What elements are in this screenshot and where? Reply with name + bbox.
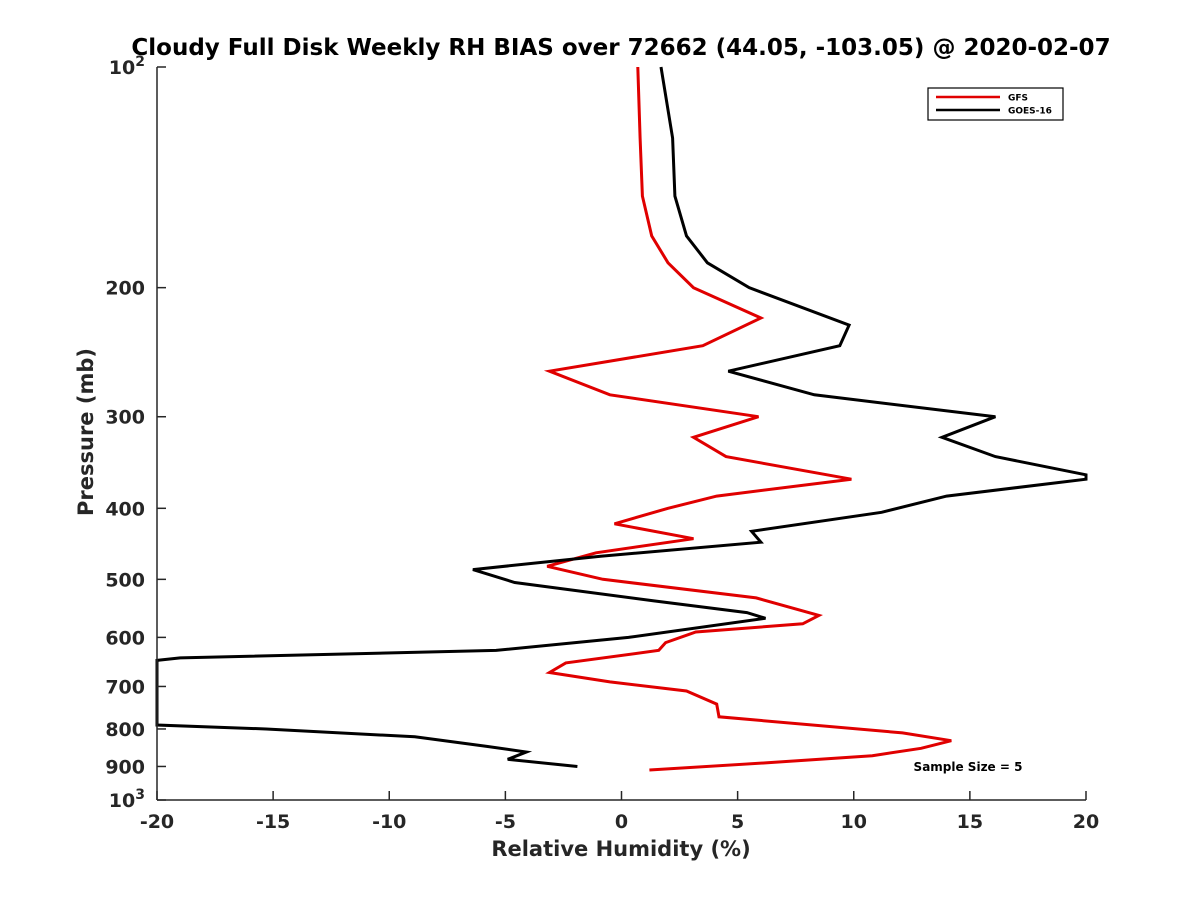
x-tick-label: 10 [841, 811, 867, 833]
x-tick-label: -5 [495, 811, 516, 833]
x-tick-label: -15 [256, 811, 290, 833]
y-tick-label: 700 [105, 676, 145, 698]
y-tick-label: 600 [105, 627, 145, 649]
y-tick-label: 103 [109, 787, 145, 812]
series-line-goes-16 [155, 66, 1088, 768]
x-tick-label: 0 [615, 811, 628, 833]
legend-label-gfs: GFS [1008, 94, 1028, 104]
legend-label-goes-16: GOES-16 [1008, 107, 1052, 117]
x-axis-label: Relative Humidity (%) [491, 837, 750, 861]
legend: GFS GOES-16 [927, 87, 1064, 121]
y-tick-label: 900 [105, 756, 145, 778]
x-tick-label: -10 [372, 811, 406, 833]
plot-area: -20 -15 -10 -5 0 5 10 15 20 102 200 300 400 500 600 700… [105, 54, 1099, 833]
y-tick-label: 300 [105, 407, 145, 429]
sample-size-annotation: Sample Size = 5 [914, 760, 1023, 774]
chart-title: Cloudy Full Disk Weekly RH BIAS over 726… [131, 35, 1110, 61]
x-tick-label: 5 [731, 811, 744, 833]
series-line-gfs [543, 66, 952, 772]
x-tick-label: 20 [1073, 811, 1099, 833]
y-tick-label: 800 [105, 719, 145, 741]
y-tick-label: 102 [109, 54, 145, 79]
y-axis-label: Pressure (mb) [74, 348, 98, 516]
x-tick-label: -20 [140, 811, 174, 833]
x-tick-label: 15 [957, 811, 983, 833]
legend-box [927, 87, 1064, 121]
y-tick-label: 200 [105, 278, 145, 300]
y-tick-label: 400 [105, 498, 145, 520]
y-tick-label: 500 [105, 569, 145, 591]
